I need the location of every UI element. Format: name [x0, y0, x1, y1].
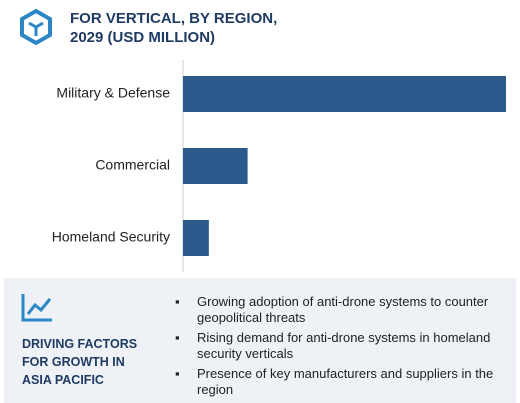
panel-heading: DRIVING FACTORS FOR GROWTH IN ASIA PACIF… [22, 337, 138, 387]
bullet-item: Presence of key manufacturers and suppli… [175, 366, 520, 398]
bullet-list: Growing adoption of anti-drone systems t… [175, 294, 520, 402]
bar [183, 76, 506, 112]
bar [183, 148, 248, 184]
category-label: Homeland Security [52, 229, 170, 245]
trend-icon [21, 294, 52, 322]
driving-factors-panel: DRIVING FACTORS FOR GROWTH IN ASIA PACIF… [4, 278, 516, 403]
bullet-item: Rising demand for anti-drone systems in … [175, 330, 520, 362]
category-label: Military & Defense [56, 85, 170, 101]
chart: Military & Defense Commercial Homeland Sec… [52, 60, 506, 272]
logo-icon [20, 8, 52, 46]
bar [183, 220, 209, 256]
chart-title: FOR VERTICAL, BY REGION, 2029 (USD MILLI… [70, 10, 278, 46]
category-label: Commercial [95, 157, 170, 173]
bullet-item: Growing adoption of anti-drone systems t… [175, 294, 520, 326]
